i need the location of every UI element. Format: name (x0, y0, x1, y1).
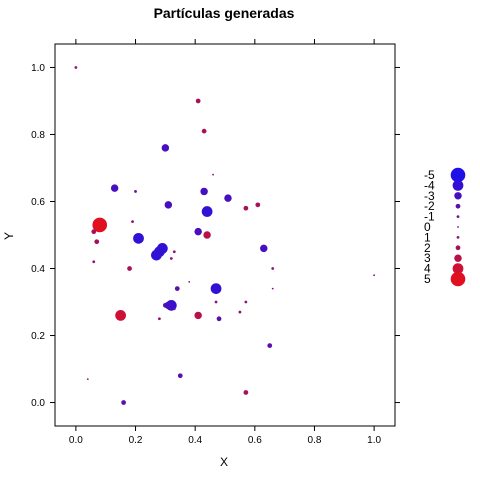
data-point (201, 128, 207, 134)
data-point (373, 274, 376, 277)
data-point (212, 173, 214, 176)
data-point (243, 205, 249, 211)
data-point (161, 144, 170, 152)
legend-symbol (454, 192, 462, 200)
legend-label: 5 (424, 272, 431, 286)
y-tick-label: 0.8 (31, 130, 45, 141)
legend-label: 1 (424, 230, 431, 244)
data-point (216, 316, 222, 322)
legend-label: 0 (424, 220, 431, 234)
data-point (134, 190, 137, 193)
data-point (164, 301, 173, 310)
data-point (210, 283, 222, 294)
y-tick-label: 0.0 (31, 398, 45, 409)
data-point (133, 232, 144, 244)
data-point (244, 300, 248, 304)
data-point (164, 201, 173, 209)
legend-label: -5 (424, 168, 435, 182)
data-point (177, 373, 183, 379)
legend-symbol (454, 254, 462, 262)
data-point (194, 311, 202, 320)
data-point (255, 202, 261, 208)
legend-label: -3 (424, 189, 435, 203)
data-point (172, 250, 176, 254)
legend-symbol (455, 245, 461, 251)
legend-symbol (452, 180, 464, 191)
legend-symbol (457, 226, 459, 228)
x-tick-label: 0.6 (248, 435, 262, 446)
x-tick-label: 0.8 (308, 435, 322, 446)
data-point (151, 249, 162, 261)
x-tick-label: 0.4 (188, 435, 202, 446)
chart-title: Partículas generadas (154, 5, 295, 21)
legend-symbol (450, 167, 466, 183)
x-tick-label: 1.0 (367, 435, 381, 446)
data-point (195, 98, 201, 104)
legend-symbol (450, 271, 466, 287)
legend-symbol (455, 203, 461, 209)
data-point (271, 287, 274, 290)
x-axis-label: X (220, 455, 228, 469)
data-point (238, 310, 242, 314)
data-point (200, 187, 208, 196)
data-point (243, 390, 249, 395)
data-point (172, 307, 176, 311)
data-point (260, 244, 268, 253)
y-axis-label: Y (2, 232, 16, 240)
data-point (271, 267, 275, 270)
y-tick-label: 0.6 (31, 197, 45, 208)
data-point (203, 231, 211, 239)
data-point (224, 194, 232, 202)
data-point (131, 220, 134, 223)
data-point (110, 184, 119, 192)
data-point (74, 66, 78, 69)
axis-ticks: 0.0 0.2 0.4 0.6 0.8 1.0 0.0 0.2 0.4 0.6 0.8 1.0 (31, 39, 400, 446)
data-point (121, 400, 126, 405)
data-point (201, 206, 213, 217)
legend-label: -2 (424, 199, 435, 213)
data-point (214, 300, 218, 304)
data-point (127, 266, 132, 271)
legend-symbol (456, 215, 460, 218)
data-point (92, 260, 96, 264)
data-points (74, 66, 376, 405)
legend-label: 4 (424, 262, 431, 276)
legend-label: 3 (424, 251, 431, 265)
data-point (94, 239, 100, 245)
y-tick-label: 0.4 (31, 264, 45, 275)
y-tick-label: 1.0 (31, 63, 45, 74)
data-point (267, 343, 273, 348)
data-point (188, 281, 191, 283)
data-point (157, 317, 161, 321)
data-point (115, 310, 126, 321)
data-point (194, 227, 202, 236)
data-point (86, 378, 89, 380)
plot-frame (54, 43, 396, 427)
data-point (169, 257, 173, 260)
legend-label: -4 (424, 178, 435, 192)
y-tick-label: 0.2 (31, 331, 45, 342)
legend-label: -1 (424, 210, 435, 224)
x-tick-label: 0.0 (69, 435, 83, 446)
data-point (92, 217, 108, 233)
data-point (91, 229, 97, 235)
x-tick-label: 0.2 (129, 435, 143, 446)
legend-label: 2 (424, 241, 431, 255)
data-point (174, 286, 180, 291)
legend-symbol (456, 236, 460, 239)
legend-symbol (452, 263, 464, 274)
